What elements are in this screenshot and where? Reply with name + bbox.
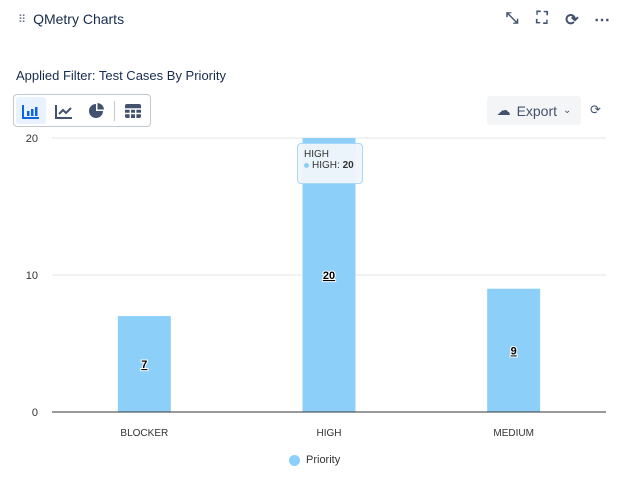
chart-legend[interactable]: Priority	[289, 454, 340, 466]
pie-chart-icon	[89, 102, 105, 118]
more-icon[interactable]: ⋯	[594, 12, 610, 29]
series-dot	[304, 162, 309, 168]
table-view-button[interactable]	[118, 97, 148, 124]
data-label: 20	[323, 270, 335, 282]
line-chart-icon	[54, 104, 72, 119]
bar-chart-icon	[21, 104, 39, 119]
legend-swatch	[289, 454, 300, 466]
widget-toolbar: ⤡ ⛶ ⟳ ⋯	[504, 10, 610, 30]
applied-filter: Applied Filter: Test Cases By Priority	[16, 68, 226, 83]
x-tick-label: MEDIUM	[493, 428, 534, 439]
fullscreen-icon[interactable]: ⛶	[536, 10, 548, 27]
widget-title: QMetry Charts	[33, 11, 125, 27]
tooltip-title: HIGH	[304, 149, 329, 160]
y-tick-label: 0	[32, 407, 38, 419]
cloud-download-icon: ☁	[496, 102, 511, 118]
refresh-icon[interactable]: ⟳	[565, 12, 579, 29]
export-label: Export	[516, 102, 558, 119]
widget-header: ⠿ QMetry Charts	[18, 11, 124, 27]
y-tick-label: 10	[26, 270, 38, 282]
table-icon	[125, 103, 142, 118]
data-label: 7	[141, 359, 147, 371]
data-label: 9	[511, 345, 517, 357]
x-tick-label: BLOCKER	[120, 428, 168, 439]
bar-chart-button[interactable]	[16, 97, 46, 124]
y-tick-label: 20	[26, 133, 38, 145]
drag-handle-icon[interactable]: ⠿	[18, 13, 26, 26]
pie-chart-button[interactable]	[82, 97, 112, 124]
chart-type-switcher	[13, 94, 151, 127]
bar[interactable]	[117, 316, 171, 412]
export-button[interactable]: ☁ Export ⌄	[487, 96, 581, 125]
line-chart-button[interactable]	[49, 97, 79, 124]
refresh-chart-icon[interactable]: ⟳	[590, 102, 601, 117]
tooltip-label: HIGH:	[312, 160, 340, 171]
x-tick-label: HIGH	[317, 428, 342, 439]
chevron-down-icon: ⌄	[563, 105, 572, 116]
chart-tooltip: HIGH HIGH: 20	[297, 143, 363, 184]
bar[interactable]	[487, 288, 541, 412]
minimize-icon[interactable]: ⤡	[505, 10, 519, 27]
tooltip-value: 20	[342, 160, 354, 171]
legend-label: Priority	[306, 454, 341, 466]
divider	[114, 100, 116, 121]
